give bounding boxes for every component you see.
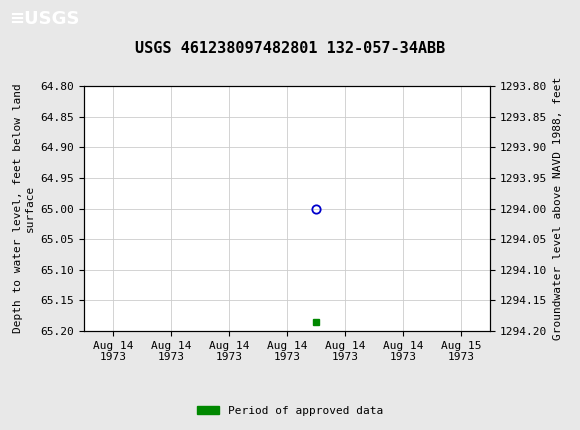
Y-axis label: Depth to water level, feet below land
surface: Depth to water level, feet below land su… (13, 84, 35, 333)
Legend: Period of approved data: Period of approved data (193, 401, 387, 420)
Text: ≡USGS: ≡USGS (9, 10, 79, 28)
Y-axis label: Groundwater level above NAVD 1988, feet: Groundwater level above NAVD 1988, feet (553, 77, 563, 340)
Text: USGS 461238097482801 132-057-34ABB: USGS 461238097482801 132-057-34ABB (135, 41, 445, 56)
